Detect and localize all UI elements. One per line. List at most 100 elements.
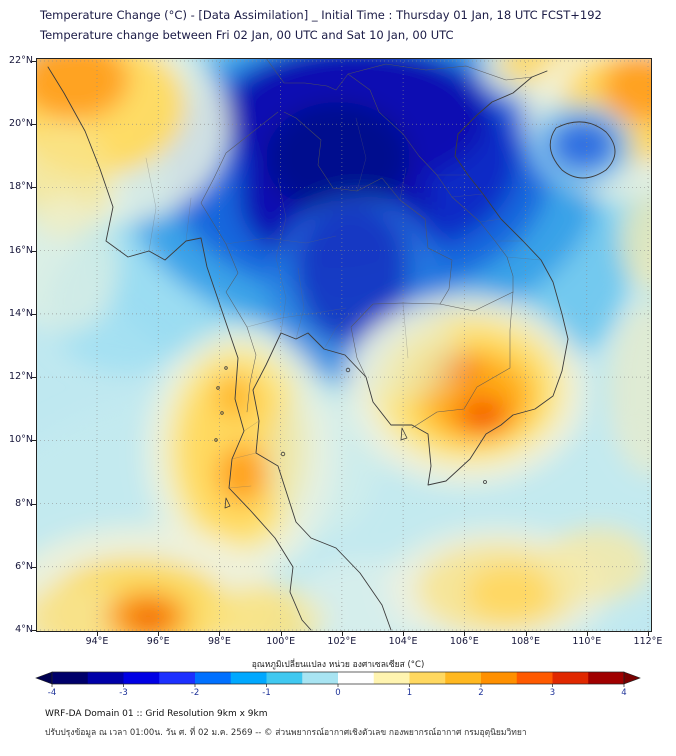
x-axis-label: 100°E [266, 636, 296, 647]
temperature-blob [620, 195, 652, 291]
colorbar-segment [266, 672, 303, 684]
x-axis-label: 102°E [327, 636, 357, 647]
y-axis-tick [32, 187, 36, 189]
coastline-border-path [411, 291, 514, 429]
page-subtitle: Temperature change between Fri 02 Jan, 0… [40, 28, 454, 42]
colorbar-segment [302, 672, 339, 684]
colorbar-tick-label: -2 [190, 688, 200, 698]
temperature-blob [266, 102, 410, 214]
y-axis-label: 8°N [15, 497, 33, 509]
y-axis-tick [32, 124, 36, 126]
x-axis-label: 112°E [633, 636, 663, 647]
coastline-border-path [439, 291, 514, 312]
colorbar-segment [195, 672, 232, 684]
coastline-border-path [47, 66, 312, 631]
temperature-blob [131, 607, 167, 631]
x-axis-tick [403, 632, 405, 636]
colorbar-segment [373, 672, 410, 684]
lat-lon-gridlines [36, 58, 652, 632]
x-axis-tick [280, 632, 282, 636]
y-axis-label: 14°N [9, 307, 33, 319]
colorbar-segment [516, 672, 553, 684]
y-axis-label: 10°N [9, 434, 33, 446]
x-axis-tick [158, 632, 160, 636]
colorbar-segment [588, 672, 625, 684]
x-axis-tick [464, 632, 466, 636]
x-axis-label: 110°E [572, 636, 602, 647]
y-axis-tick [32, 250, 36, 252]
y-axis-label: 20°N [9, 118, 33, 130]
colorbar-segment [230, 672, 267, 684]
colorbar-tick-label: 1 [406, 688, 413, 698]
coastline-border-path [252, 70, 569, 631]
x-axis-label: 104°E [388, 636, 418, 647]
coastline-border-path [275, 177, 287, 334]
x-axis-label: 94°E [85, 636, 109, 647]
coastline-border-path [295, 267, 305, 340]
colorbar-tick-label: 3 [549, 688, 556, 698]
x-axis-tick [525, 632, 527, 636]
coastline-border-path [323, 312, 352, 350]
temperature-blob [544, 527, 652, 601]
coastline-border-path [347, 73, 514, 293]
coastlines-and-borders [47, 58, 616, 631]
temperature-blob [217, 445, 267, 503]
coastline-border-path [145, 157, 192, 252]
map-area [36, 58, 652, 632]
page-title: Temperature Change (°C) - [Data Assimila… [40, 8, 602, 22]
colorbar [35, 671, 641, 687]
temperature-change-map [36, 58, 652, 632]
coastline-border-path [549, 121, 616, 179]
colorbar-segment [409, 672, 446, 684]
x-axis-label: 98°E [208, 636, 231, 647]
coastline-border-path [436, 174, 542, 261]
temperature-blob [216, 375, 252, 419]
coastline-border-path [200, 111, 279, 413]
island-outline [483, 480, 487, 484]
map-frame [36, 58, 652, 632]
x-axis-tick [341, 632, 343, 636]
island-outline [214, 438, 218, 442]
coastline-border-path [228, 420, 260, 489]
coastline-border-path [225, 235, 337, 245]
colorbar-segment [159, 672, 196, 684]
temperature-blob [550, 119, 616, 171]
colorbar-segment [87, 672, 124, 684]
temperature-blob [466, 566, 552, 620]
y-axis-label: 4°N [15, 623, 33, 635]
coastline-border-path [350, 302, 441, 378]
y-axis-label: 18°N [9, 181, 33, 193]
island-outline [220, 411, 224, 415]
y-axis-tick [32, 61, 36, 62]
y-axis-label: 12°N [9, 371, 33, 383]
y-axis-tick [32, 377, 36, 379]
colorbar-tick-label: 4 [621, 688, 627, 698]
island-outline [224, 366, 228, 370]
x-axis-tick [647, 632, 649, 636]
colorbar-segment [552, 672, 589, 684]
y-axis-tick [32, 566, 36, 568]
temperature-blob [36, 58, 129, 120]
x-axis-label: 106°E [449, 636, 479, 647]
x-axis-tick [586, 632, 588, 636]
coastline-border-path [402, 303, 409, 359]
y-axis-label: 6°N [15, 560, 33, 572]
colorbar-segment [481, 672, 518, 684]
colorbar-left-arrow [35, 671, 53, 685]
colorbar-tick-label: 2 [478, 688, 484, 698]
temperature-blob [602, 58, 652, 122]
coastline-border-path [224, 427, 408, 509]
temperature-blob [608, 300, 652, 476]
y-axis-label: 22°N [9, 55, 33, 66]
coastline-border-path [283, 111, 453, 305]
colorbar-tick-label: -3 [119, 688, 128, 698]
colorbar-tick-label: 0 [335, 688, 341, 698]
footer-domain-info: WRF-DA Domain 01 :: Grid Resolution 9km … [45, 709, 268, 719]
colorbar-segment [338, 672, 375, 684]
temperature-blob [266, 384, 378, 536]
island-outline [216, 386, 220, 390]
y-axis-tick [32, 440, 36, 442]
coastline-border-path [246, 307, 347, 328]
island-outline [280, 451, 286, 457]
y-axis-tick [32, 629, 36, 631]
